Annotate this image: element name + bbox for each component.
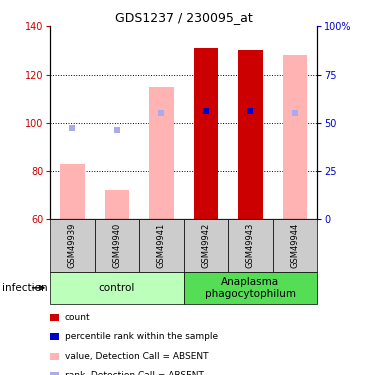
- Bar: [184, 219, 228, 272]
- Bar: [238, 50, 263, 219]
- Text: count: count: [65, 313, 91, 322]
- Bar: [283, 55, 307, 219]
- Title: GDS1237 / 230095_at: GDS1237 / 230095_at: [115, 11, 253, 24]
- Text: value, Detection Call = ABSENT: value, Detection Call = ABSENT: [65, 352, 209, 361]
- Bar: [194, 48, 218, 219]
- Bar: [273, 219, 317, 272]
- Text: GSM49943: GSM49943: [246, 223, 255, 268]
- Bar: [139, 219, 184, 272]
- Bar: [50, 219, 95, 272]
- Bar: [60, 164, 85, 219]
- Bar: [105, 190, 129, 219]
- Text: rank, Detection Call = ABSENT: rank, Detection Call = ABSENT: [65, 371, 204, 375]
- Bar: [95, 219, 139, 272]
- Bar: [149, 87, 174, 219]
- Text: control: control: [99, 283, 135, 293]
- Bar: [238, 50, 263, 219]
- Text: GSM49941: GSM49941: [157, 223, 166, 268]
- Text: Anaplasma
phagocytophilum: Anaplasma phagocytophilum: [205, 277, 296, 298]
- Text: GSM49942: GSM49942: [201, 223, 210, 268]
- Text: GSM49940: GSM49940: [112, 223, 121, 268]
- Text: infection: infection: [2, 283, 47, 293]
- Bar: [184, 272, 317, 304]
- Text: percentile rank within the sample: percentile rank within the sample: [65, 332, 218, 341]
- Text: GSM49939: GSM49939: [68, 223, 77, 268]
- Bar: [50, 272, 184, 304]
- Bar: [194, 48, 218, 219]
- Text: GSM49944: GSM49944: [290, 223, 299, 268]
- Bar: [228, 219, 273, 272]
